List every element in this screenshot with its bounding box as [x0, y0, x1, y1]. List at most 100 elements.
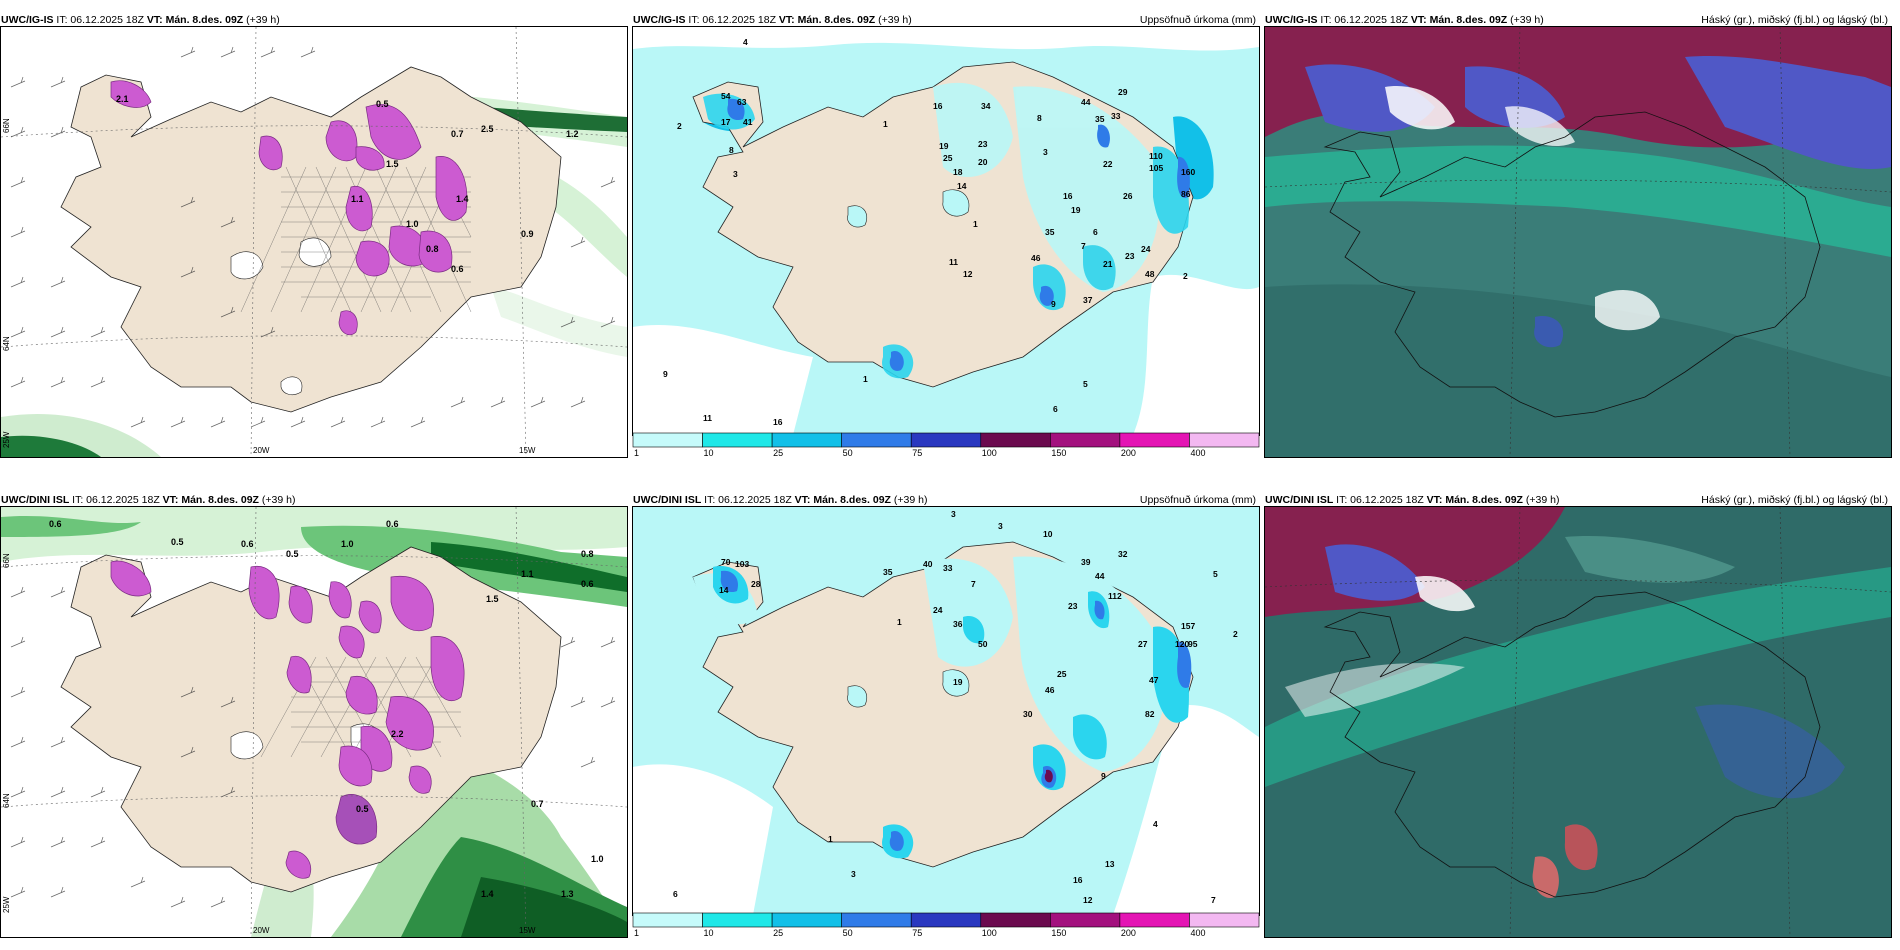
wind-value: 0.5 [376, 99, 389, 109]
wind-value: 0.8 [426, 244, 439, 254]
colorbar-swatch [632, 432, 703, 448]
wind-value: 1.1 [521, 569, 534, 579]
lat-label: 66N [2, 118, 11, 133]
colorbar-tick: 25 [773, 448, 783, 458]
panel-header: UWC/IG-IS IT: 06.12.2025 18Z VT: Mán. 8.… [1265, 12, 1890, 28]
precip-value: 14 [957, 181, 967, 191]
wind-value: 0.6 [581, 579, 594, 589]
precip-value: 6 [673, 889, 678, 899]
colorbar-swatch [1189, 912, 1260, 928]
wind-value: 0.6 [386, 519, 399, 529]
precip-value: 3 [733, 169, 738, 179]
precip-value: 70 [721, 557, 731, 567]
precip-value: 33 [943, 563, 953, 573]
wind-value: 1.5 [486, 594, 499, 604]
precip-value: 29 [1118, 87, 1128, 97]
precip-value: 34 [981, 101, 991, 111]
colorbar-tick: 10 [704, 928, 714, 938]
precip-value: 30 [1023, 709, 1033, 719]
precip-value: 8 [1037, 113, 1042, 123]
colorbar-tick: 150 [1051, 928, 1066, 938]
precip-value: 25 [943, 153, 953, 163]
valid-time: VT: Mán. 8.des. 09Z [162, 494, 259, 506]
precip-value: 28 [751, 579, 761, 589]
precip-value: 46 [1031, 253, 1041, 263]
precip-value: 4 [1153, 819, 1158, 829]
lead-time: (+39 h) [893, 494, 928, 506]
precip-value: 9 [1101, 771, 1106, 781]
precip-value: 24 [933, 605, 943, 615]
valid-time: VT: Mán. 8.des. 09Z [1410, 14, 1508, 26]
wind-value: 1.4 [456, 194, 469, 204]
precip-map: 3 3 10 39 32 70 103 35 40 33 44 28 7 14 … [632, 506, 1260, 916]
precip-value: 63 [737, 97, 747, 107]
precip-value: 86 [1181, 189, 1191, 199]
panel-header: UWC/DINI ISL IT: 06.12.2025 18Z VT: Mán.… [633, 492, 1258, 508]
precip-value: 26 [1123, 191, 1133, 201]
precip-value: 22 [1103, 159, 1113, 169]
precip-value: 9 [1051, 299, 1056, 309]
colorbar: 1 10 25 50 75 100 150 200 400 [632, 912, 1260, 938]
precip-value: 25 [1057, 669, 1067, 679]
precip-value: 2 [1233, 629, 1238, 639]
precip-value: 1 [863, 374, 868, 384]
precip-value: 9 [663, 369, 668, 379]
wind-value: 1.1 [351, 194, 364, 204]
colorbar: 1 10 25 50 75 100 150 200 400 [632, 432, 1260, 458]
colorbar-tick: 100 [982, 448, 997, 458]
precip-value: 35 [883, 567, 893, 577]
precip-value: 13 [1105, 859, 1115, 869]
panel-ig-precip: UWC/IG-IS IT: 06.12.2025 18Z VT: Mán. 8.… [632, 10, 1260, 458]
precip-value: 44 [1095, 571, 1105, 581]
wind-map: 0.5 1.2 0.7 1.5 2.5 1.1 1.0 0.6 0.8 1.4 … [0, 26, 628, 458]
colorbar-tick: 150 [1051, 448, 1066, 458]
init-time: IT: 06.12.2025 18Z [1320, 14, 1408, 26]
precip-value: 3 [1043, 147, 1048, 157]
lat-label: 66N [2, 553, 11, 568]
precip-value: 157 [1181, 621, 1195, 631]
colorbar-tick: 100 [982, 928, 997, 938]
precip-value: 37 [1083, 295, 1093, 305]
panel-title: Háský (gr.), miðský (fj.bl.) og lágský (… [1701, 14, 1888, 26]
panel-dini-cloud: UWC/DINI ISL IT: 06.12.2025 18Z VT: Mán.… [1264, 490, 1892, 938]
wind-value: 0.6 [49, 519, 62, 529]
panel-title: Háský (gr.), miðský (fj.bl.) og lágský (… [1701, 494, 1888, 506]
precip-value: 23 [978, 139, 988, 149]
precip-value: 1 [973, 219, 978, 229]
lon-label: 25W [2, 896, 11, 913]
precip-value: 33 [1111, 111, 1121, 121]
wind-value: 0.9 [521, 229, 534, 239]
precip-value: 35 [1045, 227, 1055, 237]
lon-label: 25W [2, 431, 11, 448]
precip-value: 1 [897, 617, 902, 627]
wind-value: 1.0 [591, 854, 604, 864]
lon-label: 20W [253, 926, 270, 935]
init-time: IT: 06.12.2025 18Z [688, 14, 776, 26]
precip-value: 14 [719, 585, 729, 595]
panel-header: UWC/IG-IS IT: 06.12.2025 18Z VT: Mán. 8.… [1, 12, 626, 28]
precip-value: 46 [1045, 685, 1055, 695]
colorbar-swatch [702, 432, 773, 448]
precip-value: 16 [1073, 875, 1083, 885]
wind-value: 0.5 [171, 537, 184, 547]
colorbar-tick: 400 [1190, 928, 1205, 938]
panel-dini-precip: UWC/DINI ISL IT: 06.12.2025 18Z VT: Mán.… [632, 490, 1260, 938]
precip-map: 4 54 63 17 41 8 2 1 3 16 19 34 44 29 35 … [632, 26, 1260, 436]
precip-value: 11 [949, 257, 958, 267]
colorbar-tick: 50 [843, 448, 853, 458]
init-time: IT: 06.12.2025 18Z [72, 494, 160, 506]
iceland-outline [1323, 111, 1821, 418]
precip-value: 2 [1183, 271, 1188, 281]
colorbar-swatch [841, 912, 912, 928]
precip-value: 4 [743, 37, 748, 47]
wind-value: 0.5 [356, 804, 369, 814]
iceland-land [60, 546, 562, 893]
panel-title: Uppsöfnuð úrkoma (mm) [1139, 14, 1256, 26]
valid-time: VT: Mán. 8.des. 09Z [146, 14, 244, 26]
precip-value: 120 [1175, 639, 1189, 649]
panel-header: UWC/IG-IS IT: 06.12.2025 18Z VT: Mán. 8.… [633, 12, 1258, 28]
init-time: IT: 06.12.2025 18Z [704, 494, 792, 506]
precip-value: 6 [1053, 404, 1058, 414]
precip-value: 39 [1081, 557, 1091, 567]
colorbar-swatch [1050, 912, 1121, 928]
